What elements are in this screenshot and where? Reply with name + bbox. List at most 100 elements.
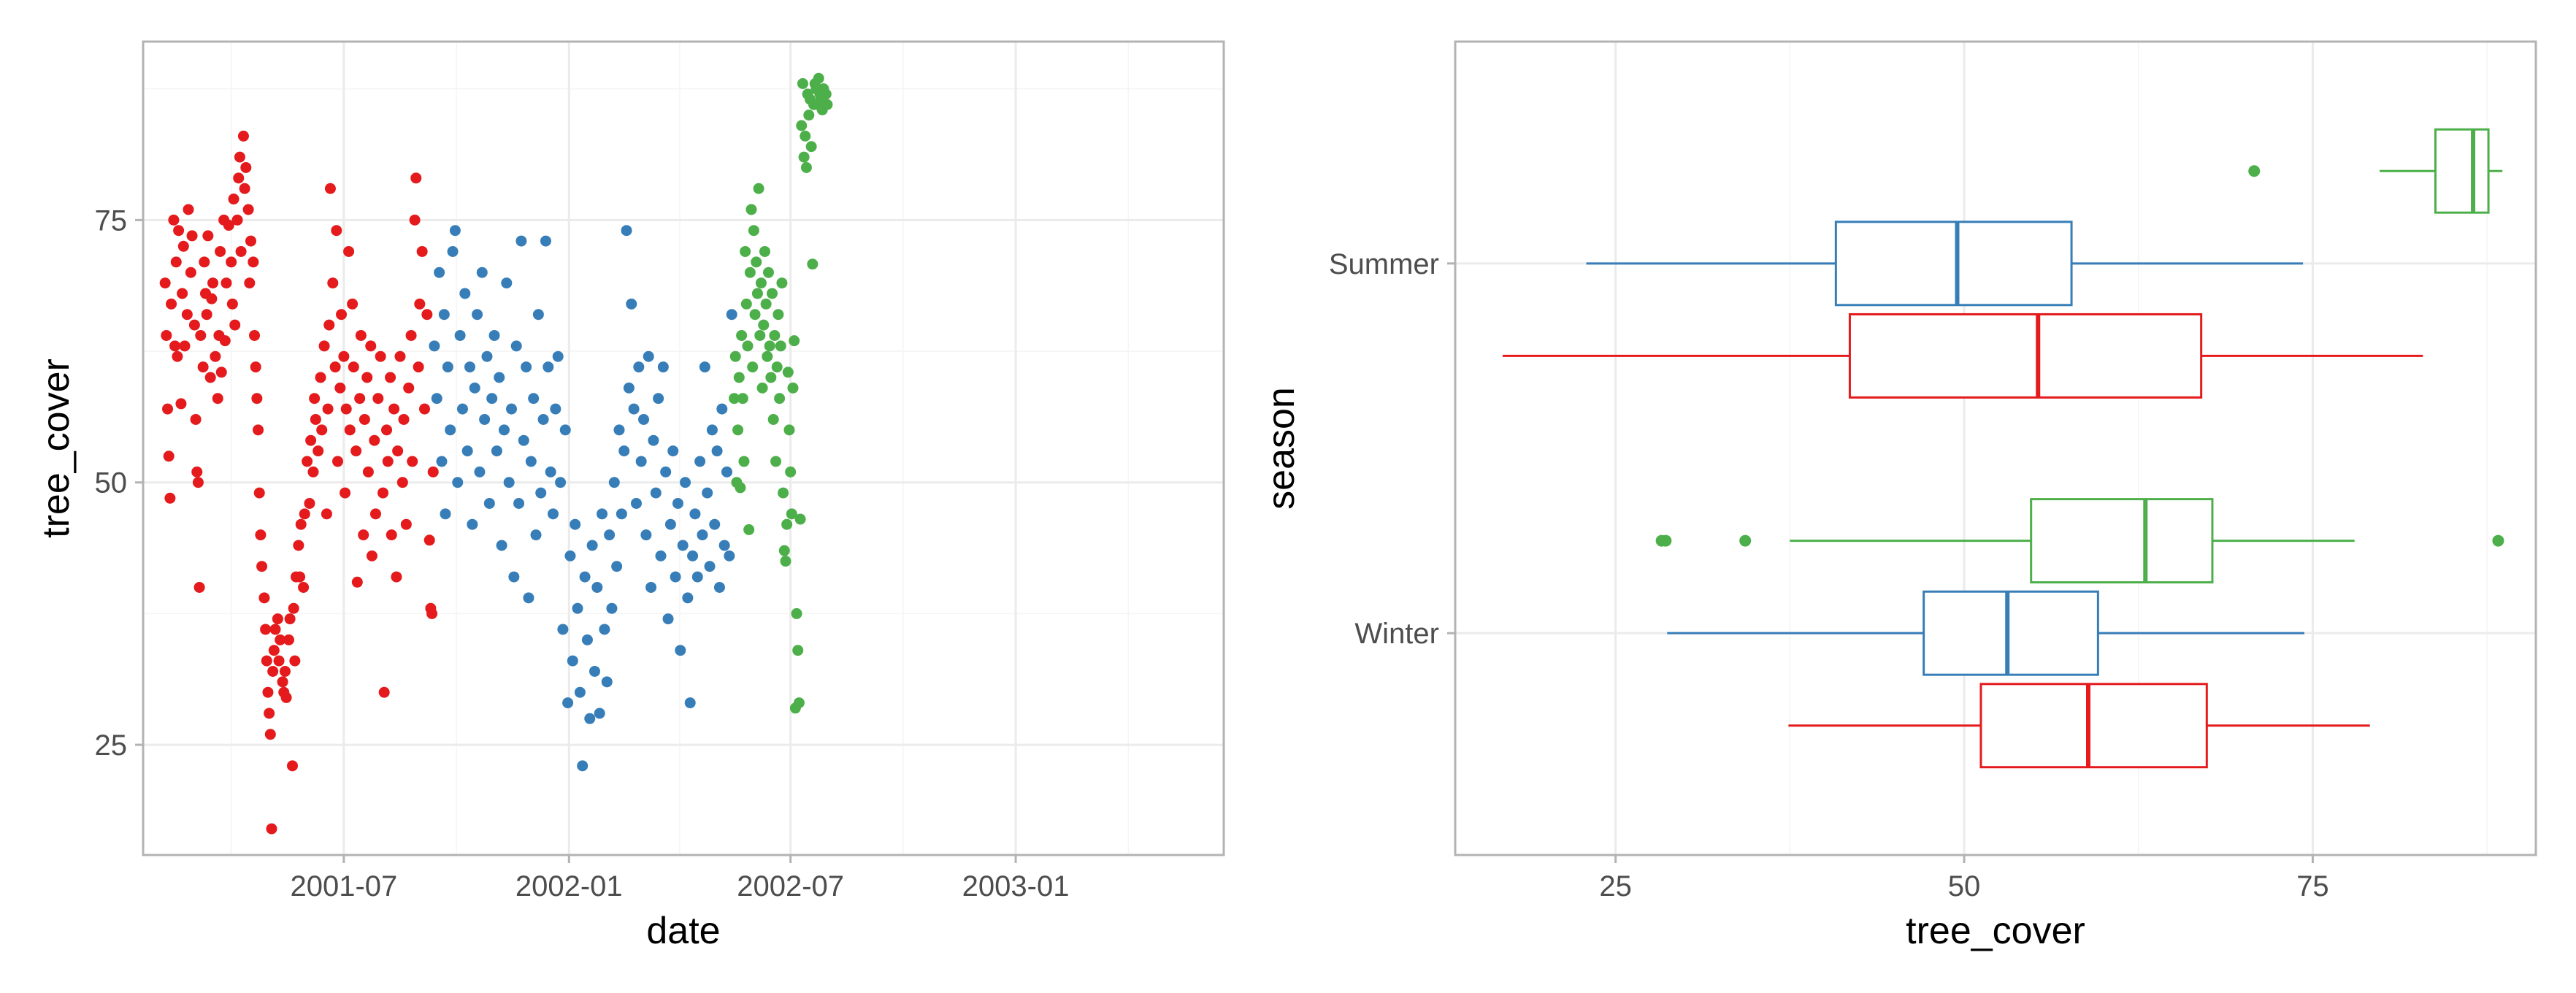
boxplot-outlier: [2492, 534, 2504, 547]
scatter-point: [781, 518, 793, 530]
scatter-point: [481, 350, 493, 362]
scatter-point: [261, 655, 272, 667]
scatter-point: [347, 298, 359, 310]
scatter-point: [177, 288, 188, 299]
scatter-point: [166, 298, 177, 310]
scatter-point: [662, 613, 674, 625]
scatter-point: [324, 183, 336, 194]
scatter-point: [789, 335, 800, 347]
boxplot-panel-border: [1454, 40, 2537, 856]
scatter-point: [670, 571, 681, 583]
scatter-point: [361, 372, 373, 383]
scatter-point: [226, 298, 238, 310]
scatter-point: [740, 245, 751, 257]
scatter-point: [329, 361, 341, 373]
scatter-point: [459, 288, 471, 299]
scatter-point: [409, 214, 421, 226]
scatter-point: [655, 550, 667, 561]
scatter-point: [532, 309, 544, 321]
scatter-point: [650, 487, 662, 499]
scatter-point: [255, 529, 267, 541]
scatter-point: [190, 413, 202, 425]
scatter-point: [372, 393, 384, 405]
scatter-point: [332, 456, 344, 467]
scatter-point: [751, 288, 763, 299]
scatter-point: [206, 293, 218, 304]
scatter-point: [770, 456, 782, 467]
scatter-point: [778, 487, 789, 499]
scatter-point: [348, 361, 359, 373]
scatter-point: [229, 319, 241, 331]
scatter-point: [657, 361, 669, 373]
scatter-point: [597, 508, 608, 520]
scatter-point: [564, 550, 576, 561]
scatter-point: [338, 350, 350, 362]
scatter-point: [223, 220, 234, 231]
scatter-point: [680, 477, 691, 488]
scatter-point: [797, 77, 808, 89]
scatter-point: [540, 235, 551, 247]
scatter-point: [392, 445, 404, 457]
scatter-point: [235, 245, 247, 257]
scatter-point: [248, 256, 259, 268]
scatter-point: [769, 329, 781, 341]
scatter-point: [628, 403, 640, 415]
scatter-point: [820, 88, 832, 100]
scatter-point: [175, 398, 187, 410]
scatter-point: [304, 497, 315, 509]
scatter-point: [207, 277, 219, 289]
scatter-point: [179, 340, 191, 352]
scatter-point: [677, 540, 689, 551]
scatter-point: [570, 518, 581, 530]
scatter-y-tick-label: 50: [95, 467, 128, 499]
scatter-point: [633, 361, 645, 373]
scatter-point: [496, 540, 507, 551]
boxplot-axis-ticks: 25 50 75 Winter Summer: [1329, 248, 2329, 902]
scatter-point: [577, 760, 589, 772]
scatter-point: [305, 434, 317, 446]
scatter-point: [234, 151, 245, 163]
scatter-point: [528, 393, 540, 405]
scatter-point: [606, 602, 618, 614]
scatter-point: [407, 456, 418, 467]
scatter-point: [177, 240, 189, 252]
boxplot-boxes: [1502, 128, 2504, 769]
scatter-point: [377, 487, 389, 499]
scatter-point: [579, 571, 591, 583]
scatter-point: [436, 456, 448, 467]
scatter-point: [638, 413, 650, 425]
scatter-point: [501, 277, 513, 289]
scatter-point: [316, 424, 328, 436]
boxplot-box-group: [1502, 313, 2423, 399]
scatter-point: [168, 214, 180, 226]
scatter-point: [682, 592, 694, 604]
scatter-point: [518, 434, 529, 446]
scatter-point: [594, 708, 605, 719]
scatter-point: [510, 340, 522, 352]
scatter-point: [454, 329, 466, 341]
scatter-point: [562, 697, 574, 709]
scatter-point: [440, 508, 451, 520]
scatter-point: [581, 634, 593, 645]
scatter-point: [431, 393, 442, 405]
scatter-point: [273, 655, 285, 667]
scatter-axis-ticks: 25 50 75 2001-07 2002-01 2002-07 2003-01: [95, 204, 1070, 902]
scatter-point: [416, 245, 428, 257]
scatter-point: [535, 487, 547, 499]
scatter-point: [800, 130, 811, 142]
scatter-point: [215, 245, 226, 257]
scatter-point: [249, 329, 261, 341]
boxplot-y-tick-label: Summer: [1329, 248, 1439, 280]
scatter-point: [253, 424, 264, 436]
scatter-point: [747, 361, 759, 373]
scatter-point: [702, 487, 713, 499]
scatter-x-axis-title: date: [646, 910, 720, 952]
scatter-point: [753, 183, 764, 194]
scatter-x-tick-label: 2003-01: [962, 870, 1070, 902]
scatter-point: [599, 624, 610, 635]
scatter-point: [283, 634, 294, 645]
scatter-point: [537, 413, 549, 425]
